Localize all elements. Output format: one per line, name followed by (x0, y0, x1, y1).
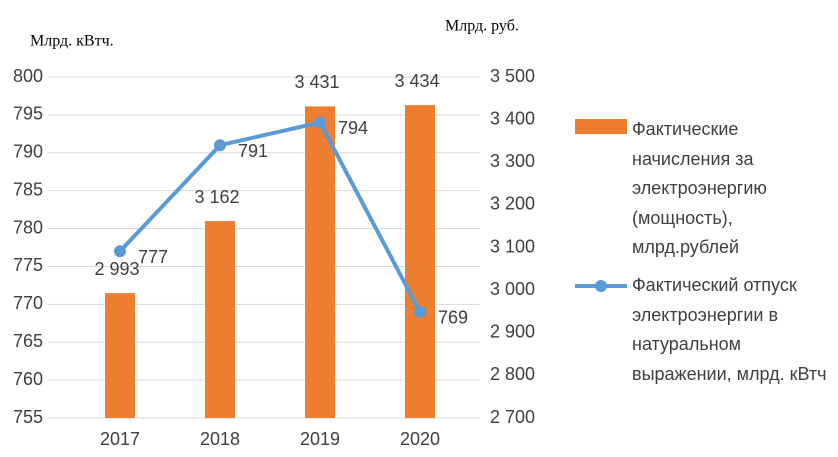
y2-tick-label: 3 400 (490, 108, 535, 128)
y2-tick-label: 3 100 (490, 236, 535, 256)
x-tick-label: 2020 (400, 429, 440, 449)
line (118, 120, 422, 313)
y-tick-label: 800 (13, 66, 43, 86)
line-value-label: 791 (238, 141, 268, 161)
legend-entry: Фактические начисления за электроэнергию… (632, 119, 767, 257)
line-marker (414, 305, 426, 318)
line-value-label: 769 (438, 308, 468, 328)
line-marker (114, 245, 126, 258)
y2-tick-label: 3 500 (490, 66, 535, 86)
bar-value-label: 2 993 (94, 259, 139, 279)
bar (205, 221, 235, 418)
line-value-label: 777 (138, 247, 168, 267)
y-tick-label: 765 (13, 331, 43, 351)
bar (305, 106, 335, 418)
legend-swatch (575, 119, 627, 134)
y-tick-label: 785 (13, 179, 43, 199)
bar-value-label: 3 431 (294, 72, 339, 92)
x-tick-label: 2017 (100, 429, 140, 449)
y2-tick-label: 3 000 (490, 279, 535, 299)
y-tick-label: 795 (13, 104, 43, 124)
x-tick-label: 2018 (200, 429, 240, 449)
x-tick-label: 2019 (300, 429, 340, 449)
line-marker (314, 116, 326, 129)
y-tick-label: 770 (13, 293, 43, 313)
y-tick-label: 775 (13, 255, 43, 275)
y2-tick-label: 2 800 (490, 364, 535, 384)
y2-axis-label: Млрд. руб. (445, 18, 519, 35)
bar-value-label: 3 162 (194, 187, 239, 207)
y2-tick-label: 3 200 (490, 194, 535, 214)
y-tick-label: 780 (13, 217, 43, 237)
bar (105, 293, 135, 418)
y-tick-label: 790 (13, 142, 43, 162)
line-marker (214, 139, 226, 152)
bar (405, 105, 435, 418)
legend-entry: Фактический отпуск электроэнергии в нату… (632, 275, 827, 384)
y-axis-label: Млрд. кВтч. (30, 33, 114, 50)
y2-tick-label: 3 300 (490, 151, 535, 171)
y-tick-label: 755 (13, 407, 43, 427)
y2-tick-label: 2 900 (490, 322, 535, 342)
y2-tick-label: 2 700 (490, 407, 535, 427)
line-value-label: 794 (338, 118, 368, 138)
legend-swatch (595, 280, 607, 292)
y-tick-label: 760 (13, 369, 43, 389)
bar-value-label: 3 434 (394, 71, 439, 91)
